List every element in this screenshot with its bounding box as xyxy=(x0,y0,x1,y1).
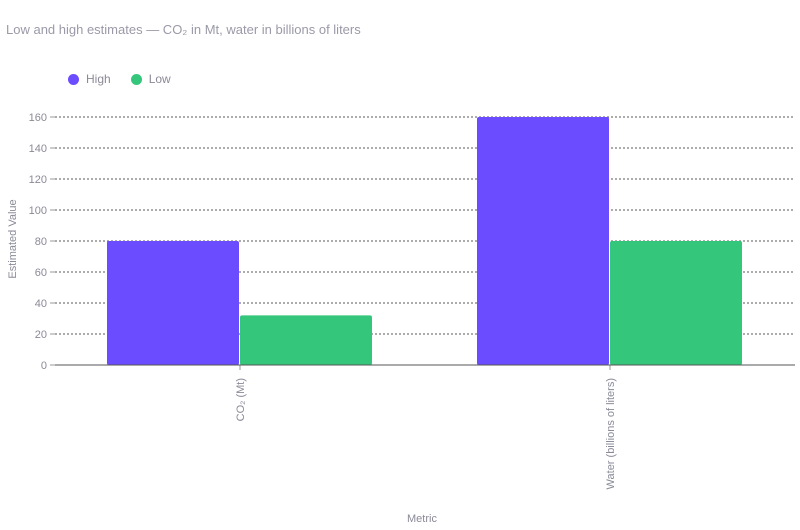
bar-low[interactable] xyxy=(240,315,372,365)
x-axis-title: Metric xyxy=(407,513,437,525)
y-tick-label: 0 xyxy=(41,360,47,372)
y-tick-label: 140 xyxy=(29,143,47,155)
y-tick-label: 100 xyxy=(29,205,47,217)
bar-high[interactable] xyxy=(477,117,609,365)
y-axis-title: Estimated Value xyxy=(7,199,19,278)
bar-high[interactable] xyxy=(107,241,239,365)
x-tick-label: Water (billions of liters) xyxy=(605,378,617,489)
y-tick-label: 80 xyxy=(35,236,47,248)
legend-swatch-high xyxy=(68,73,79,85)
x-tick-label: CO₂ (Mt) xyxy=(235,378,247,421)
legend-label-low: Low xyxy=(148,72,171,86)
y-tick-label: 120 xyxy=(29,174,47,186)
legend-item-low[interactable]: Low xyxy=(130,72,171,86)
legend: High Low xyxy=(68,72,171,86)
y-tick-label: 160 xyxy=(29,112,47,124)
legend-item-high[interactable]: High xyxy=(68,72,111,86)
y-tick-label: 40 xyxy=(35,298,47,310)
chart-title: Low and high estimates — CO₂ in Mt, wate… xyxy=(6,22,361,37)
y-tick-label: 20 xyxy=(35,329,47,341)
legend-label-high: High xyxy=(86,72,111,86)
y-tick-label: 60 xyxy=(35,267,47,279)
bar-low[interactable] xyxy=(610,241,742,365)
legend-swatch-low xyxy=(130,73,142,85)
